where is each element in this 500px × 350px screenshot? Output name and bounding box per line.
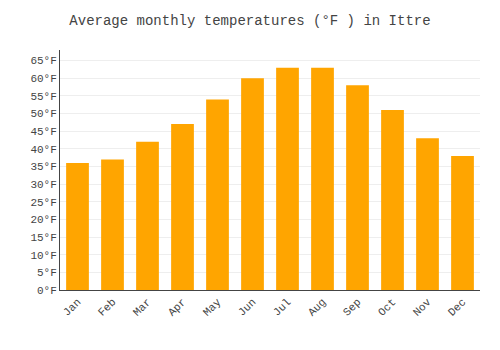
svg-text:50°F: 50°F (30, 108, 56, 120)
svg-text:65°F: 65°F (30, 55, 56, 67)
svg-text:30°F: 30°F (30, 179, 56, 191)
svg-text:Mar: Mar (131, 296, 153, 318)
svg-text:May: May (201, 296, 224, 319)
svg-text:Dec: Dec (446, 296, 468, 318)
svg-text:55°F: 55°F (30, 91, 56, 103)
svg-text:Jan: Jan (61, 296, 83, 318)
svg-text:20°F: 20°F (30, 214, 56, 226)
svg-text:Aug: Aug (306, 296, 328, 318)
svg-text:Jun: Jun (236, 296, 258, 318)
svg-text:45°F: 45°F (30, 126, 56, 138)
svg-text:Average monthly temperatures (: Average monthly temperatures (°F ) in It… (69, 13, 430, 29)
svg-text:Oct: Oct (376, 296, 398, 318)
svg-text:25°F: 25°F (30, 197, 56, 209)
svg-text:Nov: Nov (411, 296, 434, 319)
svg-text:40°F: 40°F (30, 144, 56, 156)
svg-text:35°F: 35°F (30, 161, 56, 173)
svg-text:Sep: Sep (341, 296, 363, 318)
svg-text:10°F: 10°F (30, 250, 56, 262)
svg-text:Jul: Jul (271, 296, 293, 318)
svg-text:0°F: 0°F (37, 285, 57, 297)
svg-text:15°F: 15°F (30, 232, 56, 244)
svg-text:Apr: Apr (166, 296, 188, 318)
svg-text:5°F: 5°F (37, 267, 57, 279)
svg-text:Feb: Feb (96, 296, 118, 318)
svg-text:60°F: 60°F (30, 73, 56, 85)
